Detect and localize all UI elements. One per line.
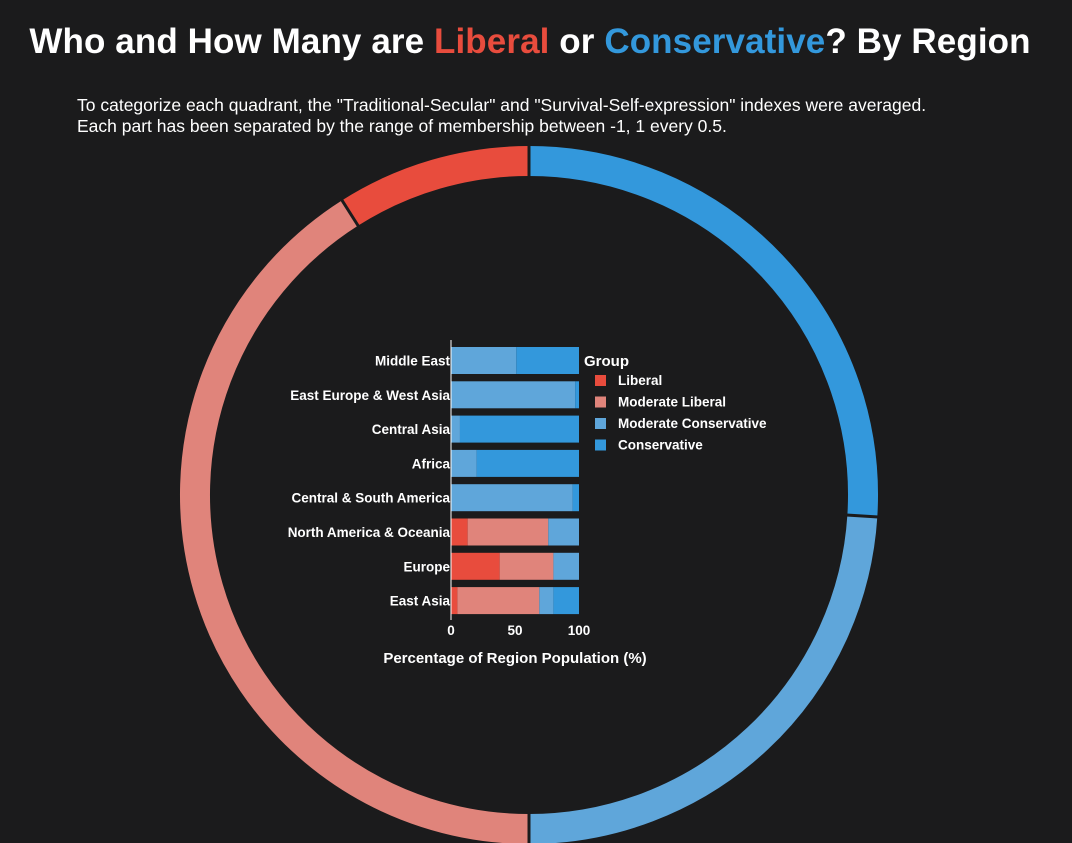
bar-east-europe-and-west-asia-conservative	[575, 381, 579, 409]
stacked-bar-chart	[451, 347, 579, 615]
donut-separator	[846, 513, 879, 519]
y-tick-label: East Asia	[390, 594, 451, 609]
bar-central-asia-conservative	[459, 415, 579, 443]
donut-separator	[340, 198, 360, 228]
bar-north-america-and-oceania-moderate-conservative	[548, 518, 579, 546]
x-tick-label: 50	[507, 623, 522, 638]
bar-east-asia-liberal	[451, 587, 458, 615]
bar-north-america-and-oceania-liberal	[451, 518, 468, 546]
bar-east-asia-moderate-liberal	[457, 587, 540, 615]
x-tick-label: 100	[568, 623, 591, 638]
x-axis-ticks: 0 50 100	[447, 623, 590, 638]
donut-chart	[180, 145, 879, 843]
legend-swatch-moderate-liberal	[595, 396, 606, 408]
bar-africa-moderate-conservative	[451, 449, 477, 477]
legend-label-moderate-liberal: Moderate Liberal	[618, 395, 726, 410]
donut-segment-liberal	[341, 146, 530, 226]
donut-segment-moderate-liberal	[180, 200, 530, 843]
bar-east-europe-and-west-asia-moderate-conservative	[451, 381, 576, 409]
bar-east-asia-moderate-conservative	[539, 587, 554, 615]
bar-middle-east-conservative	[516, 347, 579, 374]
bar-europe-liberal	[451, 552, 500, 580]
bar-europe-moderate-conservative	[553, 552, 579, 580]
legend-label-moderate-conservative: Moderate Conservative	[618, 416, 767, 431]
subtitle-line-1: To categorize each quadrant, the "Tradit…	[77, 95, 927, 115]
donut-segment-moderate-conservative	[528, 515, 878, 843]
bar-central-and-south-america-moderate-conservative	[451, 484, 573, 512]
bar-central-and-south-america-conservative	[572, 484, 579, 512]
y-tick-label: Central Asia	[372, 422, 451, 437]
y-tick-label: North America & Oceania	[288, 525, 451, 540]
title-prefix: Who and How Many are	[29, 22, 434, 61]
title-liberal: Liberal	[434, 22, 550, 61]
y-tick-label: Africa	[412, 456, 451, 471]
chart-subtitle: To categorize each quadrant, the "Tradit…	[77, 95, 1037, 137]
legend-label-conservative: Conservative	[618, 438, 703, 453]
title-conservative: Conservative	[604, 22, 826, 61]
bar-europe-moderate-liberal	[499, 552, 554, 580]
bar-east-asia-conservative	[553, 587, 579, 615]
legend: Group Liberal Moderate Liberal Moderate Co…	[584, 353, 767, 453]
x-axis-label: Percentage of Region Population (%)	[383, 650, 646, 667]
chart-title: Who and How Many are Liberal or Conserva…	[0, 22, 1060, 62]
y-tick-label: Central & South America	[291, 491, 450, 506]
y-tick-label: Europe	[403, 559, 450, 574]
y-tick-label: East Europe & West Asia	[290, 388, 450, 403]
y-axis-labels: Middle East East Europe & West Asia Centra…	[288, 354, 451, 609]
title-or: or	[549, 22, 605, 61]
legend-swatch-conservative	[595, 439, 606, 451]
subtitle-line-2: Each part has been separated by the rang…	[77, 116, 727, 136]
title-suffix: ? By Region	[825, 22, 1031, 61]
donut-segment-conservative	[528, 146, 878, 517]
y-tick-label: Middle East	[375, 354, 451, 369]
bar-central-asia-moderate-conservative	[451, 415, 460, 443]
legend-swatch-liberal	[595, 375, 606, 386]
legend-label-liberal: Liberal	[618, 373, 662, 388]
bar-middle-east-moderate-conservative	[451, 347, 517, 374]
legend-swatch-moderate-conservative	[595, 418, 606, 429]
bar-north-america-and-oceania-moderate-liberal	[467, 518, 549, 546]
bar-africa-conservative	[476, 449, 579, 477]
x-tick-label: 0	[447, 623, 455, 638]
legend-title: Group	[584, 353, 629, 370]
